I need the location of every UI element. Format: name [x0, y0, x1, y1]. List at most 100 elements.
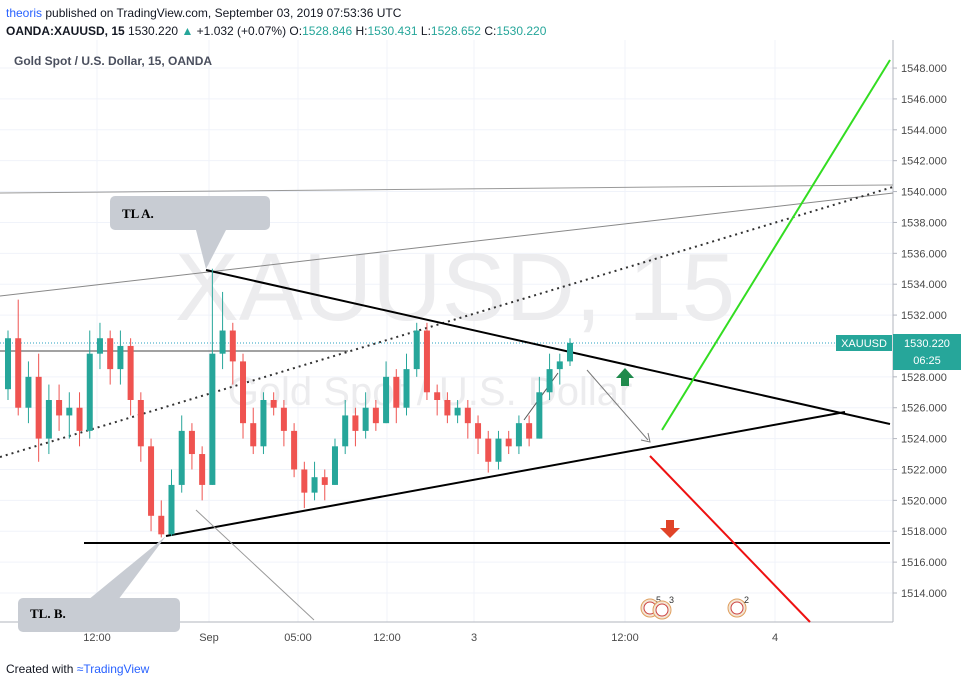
candlesticks — [5, 268, 573, 538]
candle — [229, 322, 236, 385]
close-label: C: — [484, 24, 497, 38]
candle — [331, 438, 338, 485]
up-arrow-icon: ▲ — [181, 24, 194, 38]
candle-body — [86, 353, 93, 431]
price-tick-label: 1514.000 — [901, 588, 947, 600]
event-count-2: 3 — [669, 595, 674, 605]
candle-body — [444, 400, 451, 416]
candle — [454, 400, 461, 424]
candle-body — [526, 423, 533, 439]
candle — [362, 392, 369, 439]
created-with-text: Created with — [6, 662, 74, 676]
candle — [188, 423, 195, 470]
price-tick-label: 1522.000 — [901, 464, 947, 476]
candle-body — [372, 407, 379, 424]
candle — [148, 438, 155, 532]
candle — [403, 353, 410, 416]
candle-body — [475, 423, 482, 439]
candle — [444, 392, 451, 424]
candle-body — [35, 376, 42, 439]
event-markers[interactable]: 5 3 2 — [640, 595, 749, 620]
time-tick-label: 4 — [772, 632, 778, 644]
upper-trendline-1 — [0, 184, 894, 194]
publish-header: theoris published on TradingView.com, Se… — [0, 0, 966, 40]
candle-body — [96, 338, 103, 354]
callout-tl-b[interactable]: TL. B. — [18, 536, 180, 632]
candle — [56, 384, 63, 431]
callout-tl-a-text: TL A. — [122, 206, 154, 221]
candle-body — [280, 407, 287, 431]
candle-body — [454, 407, 461, 416]
candle — [505, 430, 512, 455]
time-axis: 12:00 Sep 05:00 12:00 3 12:00 4 — [83, 632, 778, 644]
event-count-3: 2 — [744, 595, 749, 605]
candle — [168, 469, 175, 536]
candle-body — [117, 345, 124, 370]
candle — [556, 353, 563, 385]
candle — [485, 430, 492, 473]
candle — [137, 392, 144, 462]
candle — [199, 446, 206, 501]
time-tick-label: 3 — [471, 632, 477, 644]
candle-body — [76, 407, 83, 431]
candle — [301, 461, 308, 509]
triangle-upper-line — [205, 269, 891, 425]
price-tag-countdown: 06:25 — [913, 355, 941, 367]
forecast-arrowhead-icon — [640, 432, 651, 443]
drawings — [0, 59, 894, 623]
low-value: 1528.652 — [430, 24, 481, 38]
time-tick-label: Sep — [199, 632, 219, 644]
event-flag-icon — [727, 598, 747, 618]
candle-body — [209, 353, 216, 485]
price-tick-label: 1538.000 — [901, 217, 947, 229]
tradingview-brand[interactable]: TradingView — [83, 662, 150, 676]
candle-body — [168, 484, 175, 535]
candle-body — [178, 430, 185, 485]
up-arrow-icon — [616, 368, 634, 386]
published-text: published on TradingView.com, September … — [45, 6, 402, 20]
candle-body — [45, 400, 52, 439]
candle-body — [107, 338, 114, 370]
watermark-name: Gold Spot / U.S. Dollar — [228, 370, 633, 414]
high-label: H: — [355, 24, 368, 38]
bullish-target-line — [661, 59, 891, 431]
candle — [567, 338, 573, 367]
candle-body — [536, 392, 543, 439]
candle — [5, 330, 11, 400]
low-label: L: — [420, 24, 431, 38]
candle-body — [240, 361, 247, 424]
candle-body — [546, 369, 553, 393]
price-tick-label: 1524.000 — [901, 434, 947, 446]
time-tick-label: 12:00 — [611, 632, 639, 644]
candle-body — [556, 361, 563, 370]
candle — [178, 415, 185, 493]
author-link[interactable]: theoris — [6, 6, 43, 20]
price-tag-value: 1530.220 — [904, 338, 950, 350]
candle-body — [383, 376, 390, 424]
price-tick-label: 1516.000 — [901, 557, 947, 569]
bearish-target-line — [649, 455, 811, 623]
candle — [260, 392, 267, 455]
candle — [280, 400, 287, 447]
price-tick-label: 1540.000 — [901, 187, 947, 199]
tradingview-logo-icon: ≈ — [76, 662, 84, 676]
projection-line — [195, 509, 315, 621]
candle-body — [321, 477, 328, 485]
price-tick-label: 1542.000 — [901, 156, 947, 168]
price-tag-symbol: XAUUSD — [841, 338, 887, 350]
open-value: 1528.846 — [302, 24, 353, 38]
watermark-symbol: XAUUSD, 15 — [175, 234, 735, 341]
candle-body — [260, 400, 267, 447]
callout-tl-a[interactable]: TL A. — [110, 196, 270, 269]
candle — [107, 330, 114, 385]
price-tick-label: 1518.000 — [901, 526, 947, 538]
candle-body — [331, 446, 338, 485]
time-tick-label: 05:00 — [284, 632, 312, 644]
price-tick-label: 1548.000 — [901, 63, 947, 75]
ohlc-legend: OANDA:XAUUSD, 15 1530.220 ▲ +1.032 (+0.0… — [6, 24, 546, 38]
candle-body — [56, 400, 63, 416]
candle — [526, 415, 533, 447]
candle-body — [15, 338, 22, 408]
price-chart[interactable]: XAUUSD, 15 Gold Spot / U.S. Dollar Gold … — [0, 40, 966, 660]
candle-body — [199, 454, 206, 485]
